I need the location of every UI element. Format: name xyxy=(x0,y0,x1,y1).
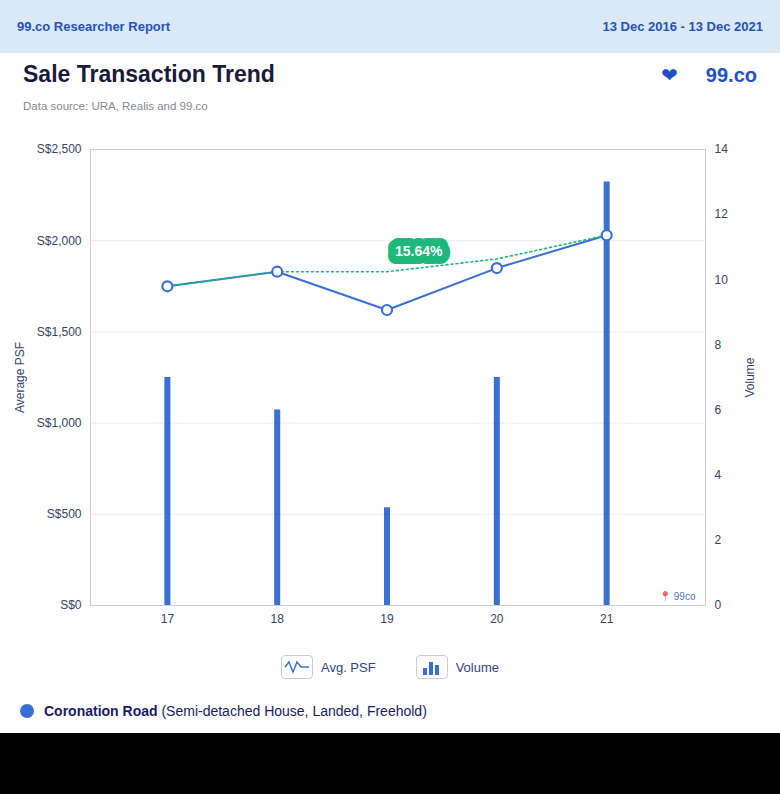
svg-text:S$500: S$500 xyxy=(47,507,82,521)
svg-text:4: 4 xyxy=(715,468,722,482)
svg-text:0: 0 xyxy=(715,598,722,612)
html-text:99.co: 99.co xyxy=(705,64,757,86)
svg-text:S$0: S$0 xyxy=(60,598,82,612)
svg-text:8: 8 xyxy=(715,338,722,352)
svg-text:19: 19 xyxy=(380,612,394,626)
html-text:99.co Researcher Report: 99.co Researcher Report xyxy=(17,19,171,34)
svg-text:12: 12 xyxy=(715,207,729,221)
svg-text:6: 6 xyxy=(715,403,722,417)
svg-text:S$2,000: S$2,000 xyxy=(37,234,82,248)
svg-text:10: 10 xyxy=(715,273,729,287)
svg-text:20: 20 xyxy=(490,612,504,626)
svg-text:2: 2 xyxy=(715,533,722,547)
html-text:13 Dec 2016 - 13 Dec 2021: 13 Dec 2016 - 13 Dec 2021 xyxy=(602,19,763,34)
html-text:Avg. PSF: Avg. PSF xyxy=(321,659,376,675)
html-text:Coronation Road (Semi-detached: Coronation Road (Semi-detached House, La… xyxy=(44,703,427,719)
svg-text:📍 99co: 📍 99co xyxy=(659,590,696,603)
svg-text:14: 14 xyxy=(715,142,729,156)
svg-text:17: 17 xyxy=(161,612,175,626)
svg-text:21: 21 xyxy=(600,612,614,626)
svg-text:S$1,500: S$1,500 xyxy=(37,325,82,339)
html-text:Data source: URA, Realis and 9: Data source: URA, Realis and 99.co xyxy=(23,100,208,112)
svg-text:S$1,000: S$1,000 xyxy=(37,416,82,430)
svg-text:18: 18 xyxy=(271,612,285,626)
html-text:Volume: Volume xyxy=(455,659,499,675)
svg-text:Average PSF: Average PSF xyxy=(13,342,27,413)
html-text:Sale Transaction Trend: Sale Transaction Trend xyxy=(23,61,275,87)
svg-text:Volume: Volume xyxy=(743,357,757,397)
svg-text:S$2,500: S$2,500 xyxy=(37,142,82,156)
svg-text:15.64%: 15.64% xyxy=(395,243,443,259)
